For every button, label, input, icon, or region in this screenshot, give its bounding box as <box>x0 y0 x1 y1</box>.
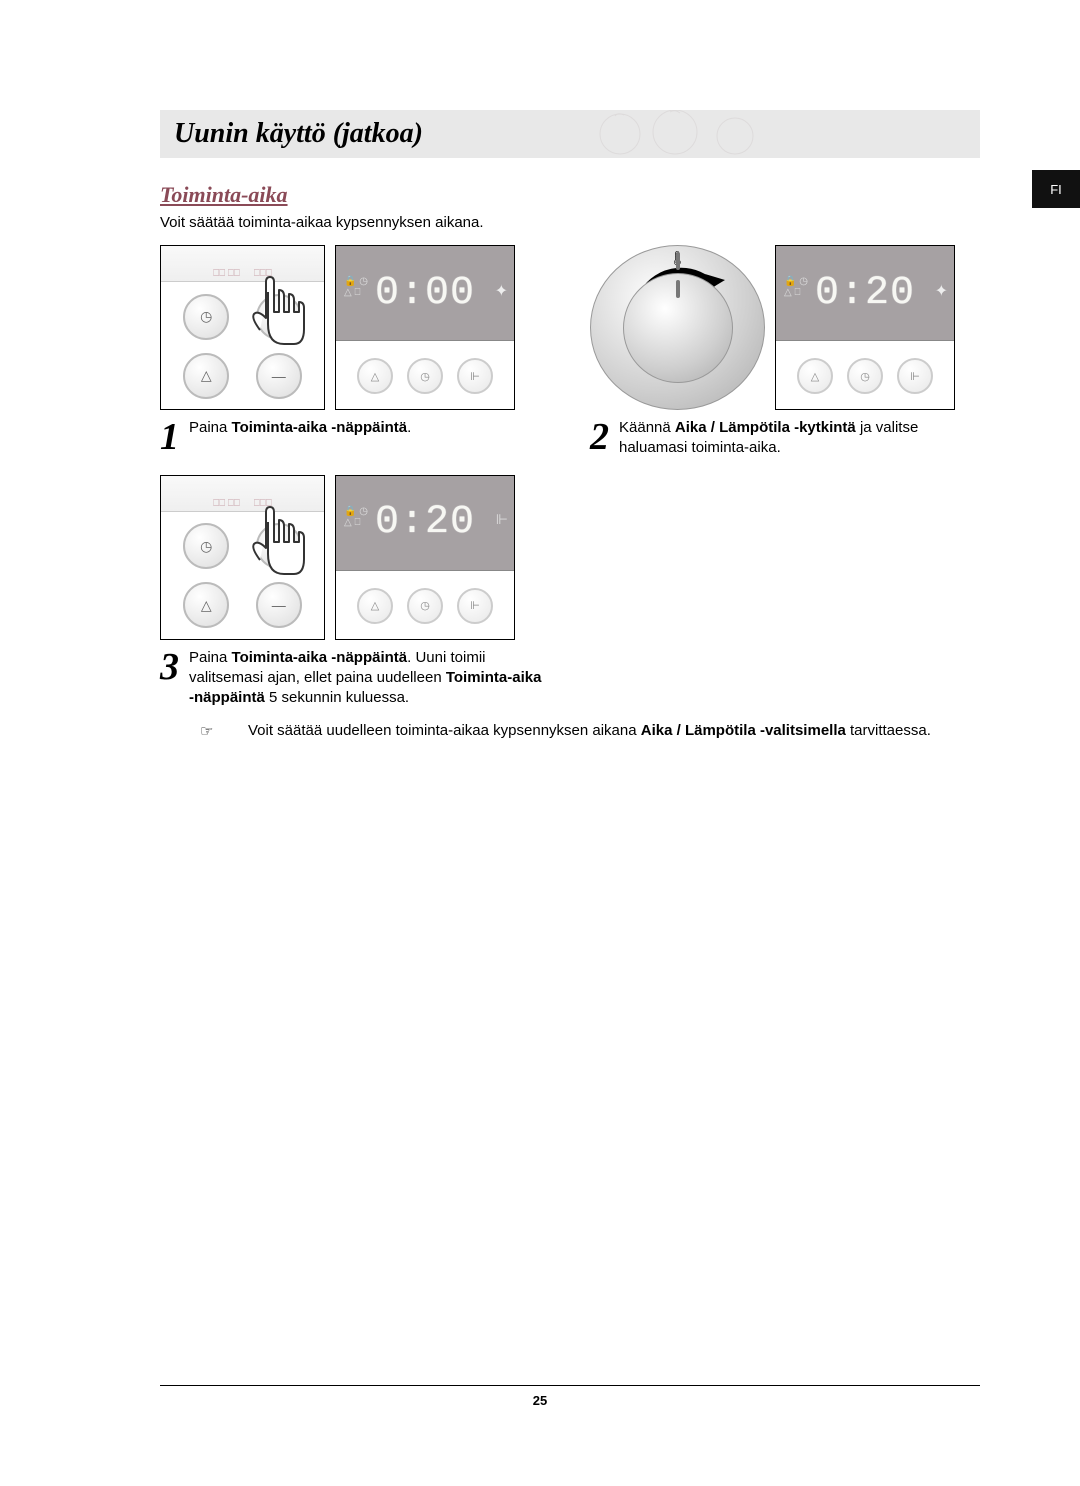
display-indicator-icons: 🔒 ◷△ ⎕ <box>784 276 808 298</box>
section-title: Toiminta-aika <box>160 182 980 208</box>
step-number: 2 <box>590 418 609 459</box>
step1-text: Paina Toiminta-aika -näppäintä. <box>189 418 411 456</box>
small-clock-button[interactable]: ◷ <box>847 358 883 394</box>
timer-button[interactable]: ⊩ <box>256 294 302 340</box>
decorative-fruit <box>580 110 840 156</box>
page-title: Uunin käyttö (jatkoa) <box>174 118 966 150</box>
small-bell-button[interactable]: △ <box>357 588 393 624</box>
step3-text: Paina Toiminta-aika -näppäintä. Uuni toi… <box>189 648 550 709</box>
minus-button[interactable]: — <box>256 353 302 399</box>
minus-button[interactable]: — <box>256 582 302 628</box>
panel-top-strip: ⎕⎕ ⎕⎕ ⎕⎕⎕ <box>161 246 324 282</box>
step2-caption: 2 Käännä Aika / Lämpötila -kytkintä ja v… <box>590 418 980 459</box>
sparkle-icon: ✦ <box>495 281 508 301</box>
display-panel: 🔒 ◷△ ⎕ 0:00 ✦ △ ◷ ⊩ <box>335 245 515 410</box>
timer-button[interactable]: ⊩ <box>256 523 302 569</box>
step2-text: Käännä Aika / Lämpötila -kytkintä ja val… <box>619 418 980 459</box>
step3-caption: 3 Paina Toiminta-aika -näppäintä. Uuni t… <box>160 648 550 709</box>
display-panel: 🔒 ◷△ ⎕ 0:20 ⊩ △ ◷ ⊩ <box>335 475 515 640</box>
dial-panel: 🌡 <box>590 245 765 410</box>
step1-panels: ⎕⎕ ⎕⎕ ⎕⎕⎕ ◷ ⊩ △ — 🔒 ◷ <box>160 245 550 410</box>
note-text: Voit säätää uudelleen toiminta-aikaa kyp… <box>248 722 931 740</box>
display-indicator-icons: 🔒 ◷△ ⎕ <box>344 276 368 298</box>
small-clock-button[interactable]: ◷ <box>407 588 443 624</box>
small-bell-button[interactable]: △ <box>797 358 833 394</box>
display-indicator-icons: 🔒 ◷△ ⎕ <box>344 506 368 528</box>
sparkle-icon: ✦ <box>935 281 948 301</box>
clock-button[interactable]: ◷ <box>183 523 229 569</box>
step-number: 3 <box>160 648 179 709</box>
page-content: Uunin käyttö (jatkoa) Toiminta-aika Voit… <box>0 0 1080 740</box>
small-timer-button[interactable]: ⊩ <box>457 588 493 624</box>
bell-button[interactable]: △ <box>183 353 229 399</box>
display-panel: 🔒 ◷△ ⎕ 0:20 ✦ △ ◷ ⊩ <box>775 245 955 410</box>
step-number: 1 <box>160 418 179 456</box>
note-icon: ☞ <box>200 722 220 740</box>
steps-row-1-2: ⎕⎕ ⎕⎕ ⎕⎕⎕ ◷ ⊩ △ — 🔒 ◷ <box>160 245 980 459</box>
note-row: ☞ Voit säätää uudelleen toiminta-aikaa k… <box>160 722 980 740</box>
step-1: ⎕⎕ ⎕⎕ ⎕⎕⎕ ◷ ⊩ △ — 🔒 ◷ <box>160 245 550 459</box>
step-3: ⎕⎕ ⎕⎕ ⎕⎕⎕ ◷ ⊩ △ — 🔒 ◷△ ⎕ <box>160 475 980 709</box>
step1-caption: 1 Paina Toiminta-aika -näppäintä. <box>160 418 550 456</box>
step2-panels: 🌡 🔒 ◷△ ⎕ 0:20 ✦ <box>590 245 980 410</box>
small-bell-button[interactable]: △ <box>357 358 393 394</box>
step3-panels: ⎕⎕ ⎕⎕ ⎕⎕⎕ ◷ ⊩ △ — 🔒 ◷△ ⎕ <box>160 475 550 640</box>
display-time: 0:20 <box>815 271 915 316</box>
bell-button[interactable]: △ <box>183 582 229 628</box>
step-2: 🌡 🔒 ◷△ ⎕ 0:20 ✦ <box>590 245 980 459</box>
temperature-dial[interactable] <box>623 273 733 383</box>
small-timer-button[interactable]: ⊩ <box>897 358 933 394</box>
button-panel: ⎕⎕ ⎕⎕ ⎕⎕⎕ ◷ ⊩ △ — <box>160 475 325 640</box>
small-clock-button[interactable]: ◷ <box>407 358 443 394</box>
clock-button[interactable]: ◷ <box>183 294 229 340</box>
intro-text: Voit säätää toiminta-aikaa kypsennyksen … <box>160 214 980 231</box>
panel-top-strip: ⎕⎕ ⎕⎕ ⎕⎕⎕ <box>161 476 324 512</box>
button-panel: ⎕⎕ ⎕⎕ ⎕⎕⎕ ◷ ⊩ △ — <box>160 245 325 410</box>
display-side-icon: ⊩ <box>496 511 508 528</box>
display-time: 0:20 <box>375 500 475 545</box>
display-time: 0:00 <box>375 271 475 316</box>
title-bar: Uunin käyttö (jatkoa) <box>160 110 980 158</box>
language-tab: FI <box>1032 170 1080 208</box>
small-timer-button[interactable]: ⊩ <box>457 358 493 394</box>
footer-rule <box>160 1385 980 1386</box>
page-number: 25 <box>0 1393 1080 1408</box>
